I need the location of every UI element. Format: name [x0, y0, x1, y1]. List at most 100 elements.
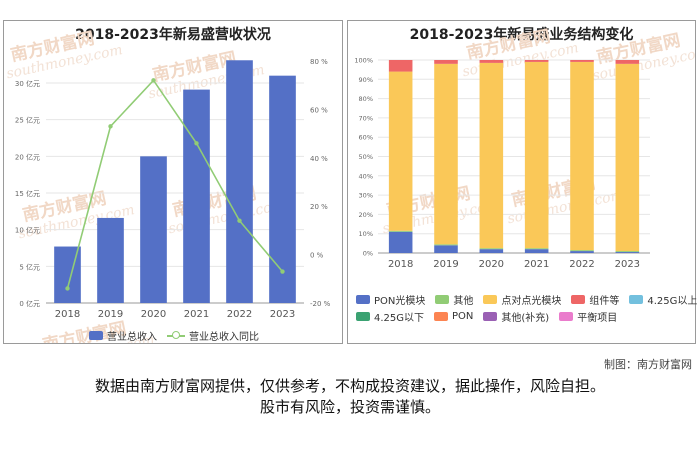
legend-item[interactable]: 点对点光模块	[483, 292, 561, 307]
y-tick-label: 80%	[359, 95, 373, 103]
bar-revenue	[97, 217, 124, 303]
legend-item[interactable]: 其他	[435, 292, 473, 307]
stacked-bar-segment	[615, 63, 640, 252]
stacked-bar-segment	[570, 251, 594, 253]
stacked-bar-segment	[524, 61, 549, 249]
chart-title: 2018-2023年新易盛业务结构变化	[409, 27, 634, 43]
stacked-bar-segment	[615, 252, 640, 253]
point-revenue-yoy	[237, 218, 242, 223]
x-tick-label: 2021	[524, 259, 549, 270]
y-right-tick-label: 40 %	[310, 155, 328, 163]
legend-label: 其他	[453, 296, 474, 307]
legend-swatch	[356, 295, 370, 304]
point-revenue-yoy	[151, 78, 156, 83]
stacked-bar-segment	[615, 60, 640, 64]
y-tick-label: 40%	[359, 172, 373, 180]
stacked-bar-segment	[524, 249, 549, 253]
legend-label: 营业总收入	[107, 332, 157, 343]
legend-label: 点对点光模块	[501, 296, 562, 307]
y-tick-label: 90%	[359, 76, 373, 84]
legend-item[interactable]: 4.25G以下	[356, 309, 424, 324]
stacked-bar-segment	[524, 60, 549, 62]
revenue-chart-panel: 2018-2023年新易盛营收状况 南方财富网 southmoney.com 南方财…	[3, 20, 343, 344]
legend-item[interactable]: 4.25G以上	[629, 292, 697, 307]
disclaimer: 数据由南方财富网提供，仅供参考，不构成投资建议，据此操作，风险自担。 股市有风险…	[0, 376, 700, 418]
legend-swatch	[434, 312, 449, 321]
legend-line-swatch	[167, 330, 185, 341]
legend-label: 组件等	[589, 296, 620, 307]
y-right-tick-label: 0 %	[310, 252, 324, 260]
y-left-tick-label: 10 亿元	[15, 226, 40, 235]
y-tick-label: 60%	[359, 134, 373, 142]
point-revenue-yoy	[280, 269, 285, 274]
legend-row-1: PON光模块 其他 点对点光模块 组件等 4.25G以上	[356, 292, 700, 307]
legend-item[interactable]: PON光模块	[356, 292, 425, 307]
y-tick-label: 0%	[363, 250, 373, 258]
y-tick-label: 50%	[359, 153, 373, 161]
legend-item[interactable]: PON	[434, 311, 473, 322]
stacked-bar-segment	[479, 62, 504, 249]
legend-label: 4.25G以下	[374, 313, 425, 324]
stacked-bar-segment	[388, 71, 413, 231]
legend-item-revenue[interactable]: 营业总收入	[89, 328, 157, 343]
y-left-tick-label: 15 亿元	[15, 189, 40, 198]
y-right-tick-label: 20 %	[310, 203, 328, 211]
chart-title: 2018-2023年新易盛营收状况	[75, 27, 271, 43]
x-tick-label: 2019	[433, 259, 458, 270]
x-tick-label: 2018	[55, 309, 80, 320]
line-revenue-yoy	[66, 79, 284, 289]
y-left-tick-label: 25 亿元	[15, 116, 40, 125]
legend-swatch	[483, 312, 498, 321]
stacked-bar-segment	[434, 245, 458, 253]
y-left-tick-label: 20 亿元	[15, 152, 40, 161]
bar-revenue	[269, 75, 296, 303]
y-right-tick-label: 60 %	[310, 106, 328, 114]
legend-swatch	[629, 295, 644, 304]
stacked-bar-segment	[479, 249, 504, 253]
y-tick-label: 20%	[359, 211, 373, 219]
stacked-bar-segment	[388, 230, 413, 232]
legend-item[interactable]: 组件等	[571, 292, 619, 307]
disclaimer-line-1: 数据由南方财富网提供，仅供参考，不构成投资建议，据此操作，风险自担。	[94, 377, 605, 395]
y-left-tick-label: 0 亿元	[19, 299, 40, 308]
y-tick-label: 10%	[359, 230, 373, 238]
x-tick-label: 2019	[98, 309, 123, 320]
legend-item-revenue-yoy[interactable]: 营业总收入同比	[167, 328, 259, 343]
legend-swatch	[559, 312, 574, 321]
y-tick-label: 70%	[359, 114, 373, 122]
legend-item[interactable]: 平衡项目	[559, 309, 617, 324]
disclaimer-line-2: 股市有风险，投资需谨慎。	[259, 398, 440, 416]
bar-revenue	[183, 89, 210, 303]
x-tick-label: 2020	[141, 309, 166, 320]
point-revenue-yoy	[108, 124, 113, 129]
stacked-bar-segment	[570, 61, 594, 251]
legend-swatch	[435, 295, 450, 304]
point-revenue-yoy	[194, 141, 199, 146]
legend-item[interactable]: 其他(补充)	[483, 309, 549, 324]
y-right-tick-label: 80 %	[310, 58, 328, 66]
legend-label: PON光模块	[374, 296, 426, 307]
stacked-bar-segment	[524, 248, 549, 250]
stacked-bar-segment	[479, 60, 504, 63]
y-left-tick-label: 5 亿元	[19, 262, 40, 271]
business-structure-chart-panel: 2018-2023年新易盛业务结构变化 南方财富网 southmoney.com 南…	[347, 20, 697, 344]
x-tick-label: 2018	[388, 259, 413, 270]
legend-row-2: 4.25G以下 PON 其他(补充) 平衡项目	[356, 309, 627, 324]
x-tick-label: 2021	[184, 309, 209, 320]
y-tick-label: 30%	[359, 192, 373, 200]
stacked-bar-segment	[570, 250, 594, 252]
chart-credit: 制图：南方财富网	[604, 358, 692, 371]
stacked-bar-segment	[388, 60, 413, 72]
legend-swatch	[483, 295, 498, 304]
y-tick-label: 100%	[354, 57, 373, 65]
y-left-tick-label: 30 亿元	[15, 79, 40, 88]
stacked-bar-segment	[479, 248, 504, 250]
stacked-bar-segment	[434, 244, 458, 246]
legend-label: 4.25G以上	[647, 296, 698, 307]
stacked-bar-segment	[615, 251, 640, 253]
legend-label: 其他(补充)	[501, 313, 550, 324]
bar-revenue	[226, 60, 253, 304]
x-tick-label: 2023	[615, 259, 640, 270]
